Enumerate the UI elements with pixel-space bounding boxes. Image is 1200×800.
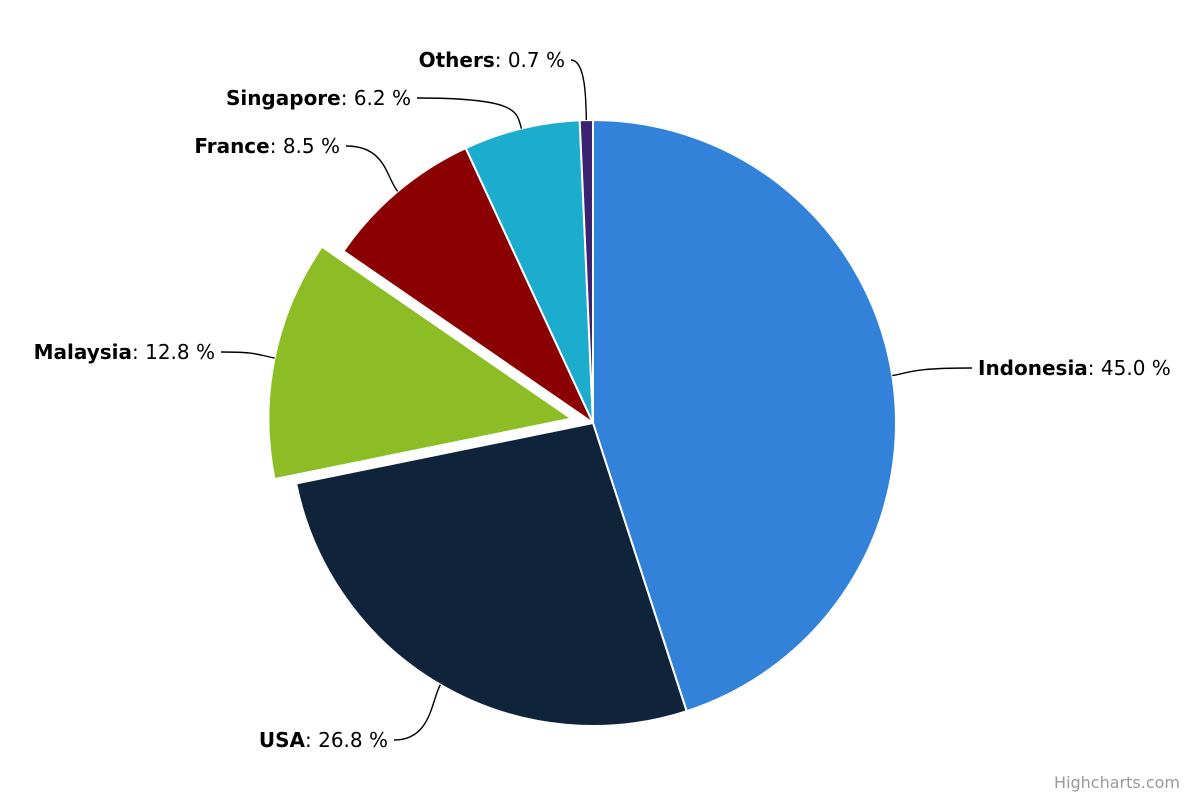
pie-slice-malaysia[interactable] [267, 245, 573, 481]
slices-layer [267, 119, 897, 727]
data-label-name: France [194, 134, 269, 158]
data-label-value: : 6.2 % [341, 86, 411, 110]
data-label-name: USA [259, 728, 306, 752]
data-label-value: : 26.8 % [305, 728, 388, 752]
leader-line-france [345, 145, 399, 192]
data-label-name: Singapore [226, 86, 341, 110]
data-label-value: : 12.8 % [132, 340, 215, 364]
data-label-name: Malaysia [34, 340, 132, 364]
data-label-value: : 0.7 % [495, 48, 565, 72]
credits-link[interactable]: Highcharts.com [1054, 773, 1180, 792]
data-label-indonesia: Indonesia: 45.0 % [978, 356, 1171, 380]
data-label-france: France: 8.5 % [194, 134, 340, 158]
data-label-name: Indonesia [978, 356, 1088, 380]
data-label-usa: USA: 26.8 % [259, 728, 388, 752]
data-label-value: : 45.0 % [1088, 356, 1171, 380]
data-label-value: : 8.5 % [270, 134, 340, 158]
pie-slice-indonesia[interactable] [592, 119, 897, 713]
data-label-others: Others: 0.7 % [419, 48, 565, 72]
pie-slice-usa[interactable] [295, 422, 688, 727]
pie-slice-france[interactable] [342, 147, 594, 424]
data-labels-layer: Indonesia: 45.0 % USA: 26.8 % Malaysia: 12… [34, 48, 1171, 752]
leader-line-singapore [416, 97, 523, 129]
leader-line-indonesia [892, 367, 973, 377]
leader-lines-layer [220, 59, 973, 741]
leader-line-usa [393, 684, 442, 741]
data-label-singapore: Singapore: 6.2 % [226, 86, 411, 110]
pie-slice-singapore[interactable] [464, 119, 594, 424]
data-label-name: Others [419, 48, 495, 72]
leader-line-malaysia [220, 351, 275, 359]
data-label-malaysia: Malaysia: 12.8 % [34, 340, 215, 364]
leader-line-others [570, 59, 588, 121]
